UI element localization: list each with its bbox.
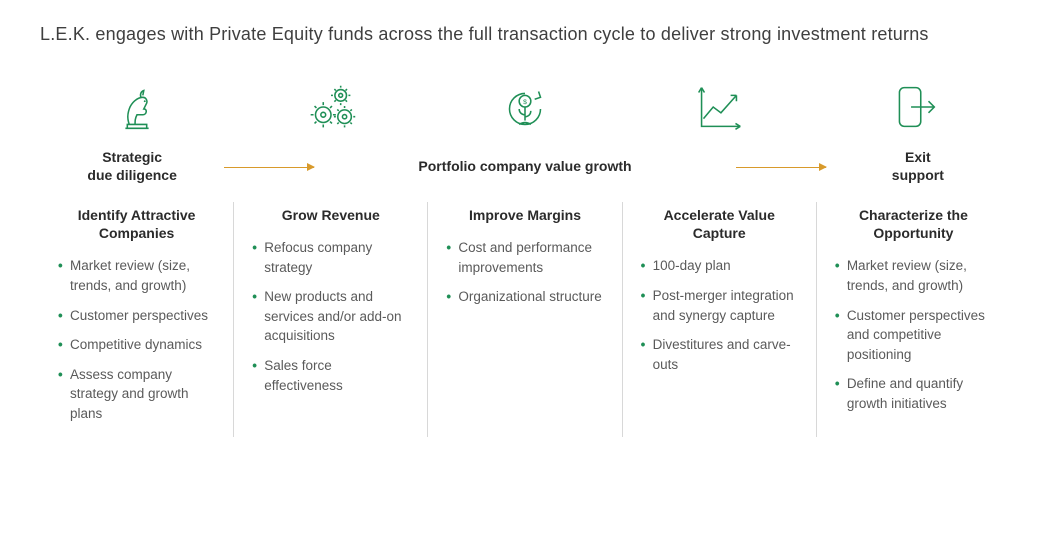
list-item: New products and services and/or add-on … [252, 287, 409, 346]
column-heading: Identify Attractive Companies [58, 206, 215, 242]
icon-cell [234, 76, 428, 138]
column: Improve Margins Cost and performance imp… [428, 202, 622, 437]
page-title: L.E.K. engages with Private Equity funds… [40, 24, 1010, 45]
chess-knight-icon [106, 76, 168, 138]
icon-cell: $ [428, 76, 622, 138]
column-heading: Characterize the Opportunity [835, 206, 992, 242]
list-item: Market review (size, trends, and growth) [835, 256, 992, 295]
column-heading: Improve Margins [446, 206, 603, 224]
icon-cell [40, 76, 234, 138]
list-item: Competitive dynamics [58, 335, 215, 355]
arrow-icon [736, 166, 826, 168]
list-item: Divestitures and carve-outs [641, 335, 798, 374]
gears-icon [300, 76, 362, 138]
icon-row: $ [40, 69, 1010, 145]
stage-row: Strategic due diligence Portfolio compan… [40, 149, 1010, 184]
column-heading: Accelerate Value Capture [641, 206, 798, 242]
bullet-list: Refocus company strategy New products an… [252, 238, 409, 395]
bullet-list: Market review (size, trends, and growth)… [58, 256, 215, 423]
list-item: Cost and performance improvements [446, 238, 603, 277]
bullet-list: 100-day plan Post-merger integration and… [641, 256, 798, 374]
icon-cell [816, 76, 1010, 138]
exit-door-icon [882, 76, 944, 138]
svg-text:$: $ [523, 99, 527, 106]
column: Grow Revenue Refocus company strategy Ne… [234, 202, 428, 437]
stage-label-left: Strategic due diligence [40, 149, 224, 184]
bullet-list: Market review (size, trends, and growth)… [835, 256, 992, 413]
column: Characterize the Opportunity Market revi… [817, 202, 1010, 437]
list-item: Organizational structure [446, 287, 603, 307]
bullet-list: Cost and performance improvements Organi… [446, 238, 603, 307]
column: Accelerate Value Capture 100-day plan Po… [623, 202, 817, 437]
list-item: Post-merger integration and synergy capt… [641, 286, 798, 325]
arrow-icon [224, 166, 314, 168]
list-item: Market review (size, trends, and growth) [58, 256, 215, 295]
stage-label-middle: Portfolio company value growth [314, 158, 735, 176]
stage-label-right: Exit support [826, 149, 1010, 184]
list-item: Customer perspectives and competitive po… [835, 306, 992, 365]
money-growth-icon: $ [494, 76, 556, 138]
column: Identify Attractive Companies Market rev… [40, 202, 234, 437]
list-item: Assess company strategy and growth plans [58, 365, 215, 424]
list-item: Refocus company strategy [252, 238, 409, 277]
list-item: Customer perspectives [58, 306, 215, 326]
icon-cell [622, 76, 816, 138]
list-item: Sales force effectiveness [252, 356, 409, 395]
list-item: 100-day plan [641, 256, 798, 276]
columns-container: Identify Attractive Companies Market rev… [40, 202, 1010, 437]
column-heading: Grow Revenue [252, 206, 409, 224]
growth-chart-icon [688, 76, 750, 138]
list-item: Define and quantify growth initiatives [835, 374, 992, 413]
